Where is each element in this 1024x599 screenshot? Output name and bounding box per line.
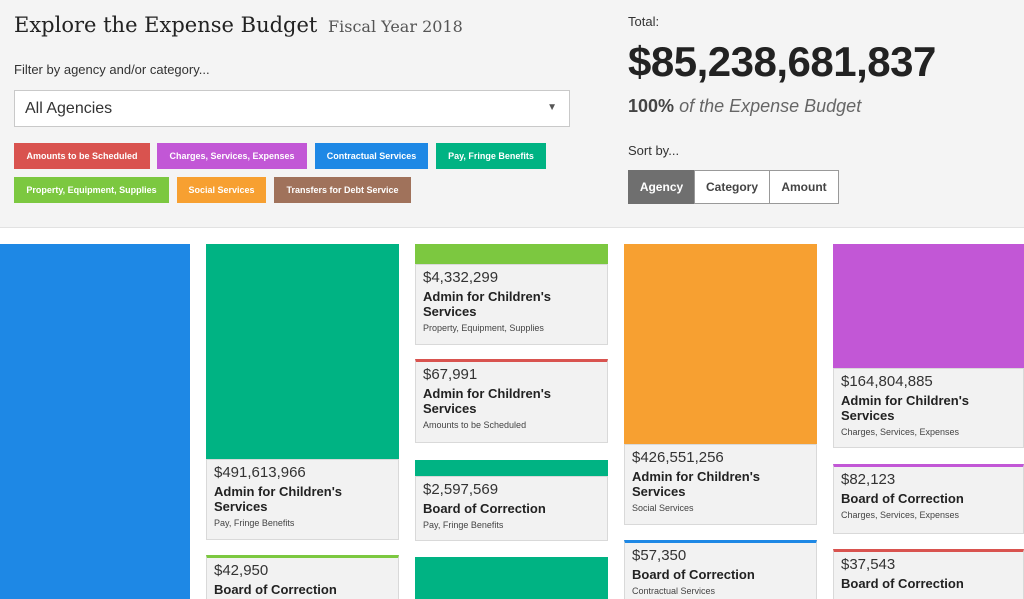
card-amount: $491,613,966: [214, 464, 306, 481]
card-category: Charges, Services, Expenses: [841, 510, 960, 520]
card-agency: Admin for Children's Services: [214, 484, 343, 514]
pay-fringe-benefits-strip[interactable]: [415, 460, 608, 476]
charges-services-block[interactable]: [833, 244, 1024, 368]
card-category: Charges, Services, Expenses: [841, 427, 960, 437]
card-category: Contractual Services: [632, 586, 716, 596]
card-amount: $82,123: [841, 471, 896, 488]
card-agency: Admin for Children's Services: [841, 393, 970, 423]
pay-fringe-benefits-block-2[interactable]: [415, 557, 608, 599]
fiscal-year-subtitle: Fiscal Year 2018: [328, 17, 463, 36]
tag-contractual-services[interactable]: Contractual Services: [315, 143, 428, 169]
card-agency: Board of Correction: [423, 501, 546, 516]
budget-card[interactable]: $426,551,256 Admin for Children's Servic…: [624, 444, 817, 525]
filter-label: Filter by agency and/or category...: [14, 62, 210, 77]
card-amount: $2,597,569: [423, 481, 499, 498]
percent-suffix: of the Expense Budget: [679, 96, 862, 116]
card-category: Amounts to be Scheduled: [423, 420, 527, 430]
card-category: Property, Equipment, Supplies: [423, 323, 544, 333]
percent-of-budget: 100% of the Expense Budget: [628, 96, 861, 117]
agency-select-value: All Agencies: [25, 100, 113, 117]
total-value: $85,238,681,837: [628, 38, 936, 85]
budget-card[interactable]: $57,350 Board of Correction Contractual …: [624, 540, 817, 599]
card-agency: Board of Correction: [841, 491, 964, 506]
page-title: Explore the Expense Budget Fiscal Year 2…: [14, 13, 463, 37]
card-agency: Board of Correction: [214, 582, 337, 597]
sort-agency-button[interactable]: Agency: [628, 170, 695, 204]
tag-pay-fringe-benefits[interactable]: Pay, Fringe Benefits: [436, 143, 546, 169]
budget-card[interactable]: $491,613,966 Admin for Children's Servic…: [206, 459, 399, 540]
card-amount: $57,350: [632, 547, 687, 564]
pay-fringe-benefits-block[interactable]: [206, 244, 399, 459]
tag-amounts-to-be-scheduled[interactable]: Amounts to be Scheduled: [14, 143, 150, 169]
social-services-block[interactable]: [624, 244, 817, 444]
card-agency: Board of Correction: [632, 567, 755, 582]
card-amount: $4,332,299: [423, 269, 499, 286]
agency-select[interactable]: All Agencies ▼: [14, 90, 570, 127]
card-amount: $37,543: [841, 556, 896, 573]
budget-card[interactable]: $42,950 Board of Correction: [206, 555, 399, 599]
sort-category-button[interactable]: Category: [694, 170, 770, 204]
tag-charges-services-expenses[interactable]: Charges, Services, Expenses: [157, 143, 307, 169]
tag-property-equipment-supplies[interactable]: Property, Equipment, Supplies: [14, 177, 169, 203]
card-agency: Admin for Children's Services: [423, 386, 552, 416]
card-amount: $42,950: [214, 562, 269, 579]
budget-card[interactable]: $4,332,299 Admin for Children's Services…: [415, 264, 608, 345]
budget-card[interactable]: $164,804,885 Admin for Children's Servic…: [833, 368, 1024, 448]
card-agency: Admin for Children's Services: [423, 289, 552, 319]
budget-card[interactable]: $37,543 Board of Correction: [833, 549, 1024, 599]
percent-value: 100%: [628, 96, 675, 116]
dropdown-arrow-icon: ▼: [547, 102, 557, 113]
property-equipment-block[interactable]: [415, 244, 608, 264]
budget-card[interactable]: $2,597,569 Board of Correction Pay, Frin…: [415, 476, 608, 541]
card-agency: Board of Correction: [841, 576, 964, 591]
sort-label: Sort by...: [628, 143, 680, 158]
card-amount: $67,991: [423, 366, 478, 383]
card-category: Pay, Fringe Benefits: [423, 520, 504, 530]
card-amount: $164,804,885: [841, 373, 933, 390]
title-text: Explore the Expense Budget: [14, 13, 318, 37]
card-category: Social Services: [632, 503, 694, 513]
total-label: Total:: [628, 14, 660, 29]
card-amount: $426,551,256: [632, 449, 724, 466]
sort-button-group: Agency Category Amount: [628, 170, 839, 204]
contractual-services-block[interactable]: [0, 244, 190, 599]
tag-social-services[interactable]: Social Services: [177, 177, 266, 203]
budget-card[interactable]: $67,991 Admin for Children's Services Am…: [415, 359, 608, 443]
card-agency: Admin for Children's Services: [632, 469, 761, 499]
header: Explore the Expense Budget Fiscal Year 2…: [0, 0, 1024, 228]
budget-card[interactable]: $82,123 Board of Correction Charges, Ser…: [833, 464, 1024, 534]
sort-amount-button[interactable]: Amount: [769, 170, 839, 204]
card-category: Pay, Fringe Benefits: [214, 518, 295, 528]
tag-transfers-for-debt-service[interactable]: Transfers for Debt Service: [274, 177, 411, 203]
